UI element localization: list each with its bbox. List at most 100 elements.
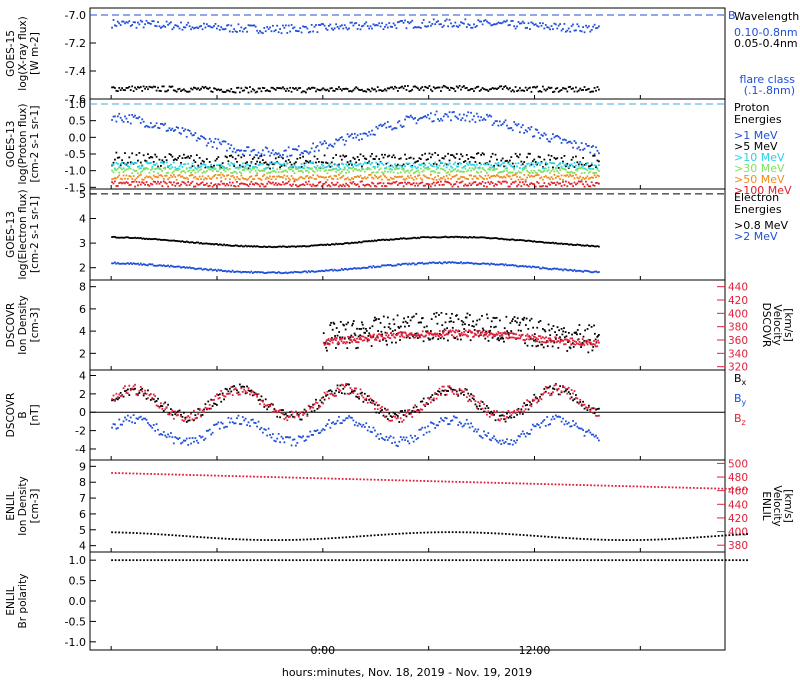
data-point [336,419,339,422]
data-point [323,270,326,273]
data-point [467,261,470,264]
data-point [300,245,303,248]
data-point [210,243,213,246]
data-point [243,183,246,185]
data-point [587,87,590,90]
data-point [520,126,523,129]
data-point [203,170,205,173]
data-point [338,173,340,176]
data-point [158,167,161,170]
data-point [577,164,580,167]
data-point [530,163,533,166]
data-point [174,184,177,187]
data-point [516,265,518,268]
data-point [220,389,223,392]
data-point [135,153,138,156]
data-point [363,176,366,179]
data-point [353,424,356,426]
data-point [373,158,376,160]
data-point [526,183,528,186]
data-point [444,180,447,183]
data-point [178,411,181,413]
data-point [340,392,343,395]
data-point [221,173,224,176]
data-point [503,238,506,241]
data-point [497,237,500,240]
data-point [144,238,146,240]
data-point [197,413,200,415]
data-point [279,245,281,248]
data-point [162,180,165,183]
data-point [428,21,431,24]
data-point [305,175,307,178]
data-point [338,163,340,166]
data-point [220,243,223,246]
data-point [325,424,327,427]
data-point [226,149,228,152]
data-point [200,25,203,27]
data-point [589,341,592,344]
data-point [508,171,511,174]
data-point [316,429,319,432]
data-point [529,336,532,339]
data-point [322,164,325,167]
data-point [394,156,396,159]
data-point [362,90,365,93]
data-point [487,339,490,342]
data-point [447,171,450,174]
data-point [440,262,442,264]
data-point [274,152,277,154]
data-point [550,162,553,165]
data-point [442,332,444,334]
data-point [421,400,424,403]
data-point [463,170,465,173]
data-point [544,267,547,270]
data-point [465,26,468,28]
data-point [378,318,380,320]
data-point [205,407,208,410]
data-point [557,163,560,166]
data-point [147,153,149,156]
data-point [474,26,477,28]
data-point [451,326,454,329]
data-point [553,388,556,391]
data-point [589,245,592,248]
data-point [224,184,227,187]
data-point [167,185,169,188]
data-point [287,180,290,183]
data-point [362,423,365,426]
data-point [205,242,208,245]
data-point [508,443,511,445]
data-point [170,129,172,131]
data-point [442,330,445,333]
data-point [287,271,290,274]
data-point [583,407,586,410]
data-point [296,179,299,181]
data-point [415,312,418,315]
data-point [244,86,247,89]
data-point [372,400,375,402]
data-point [340,136,343,138]
data-point [134,383,136,386]
data-point [286,32,289,34]
data-point [214,159,217,162]
data-point [112,19,115,21]
data-point [287,245,290,248]
data-point [218,166,221,169]
data-point [368,339,371,342]
data-point [493,237,495,240]
data-point [369,90,372,93]
data-point [432,18,435,21]
data-point [407,169,409,172]
data-point [481,236,484,239]
data-point [350,241,353,244]
data-point [283,26,286,29]
data-point [310,185,313,188]
data-point [238,164,241,167]
data-point [539,169,541,172]
data-point [334,336,336,339]
data-point [569,337,572,340]
data-point [596,26,599,29]
data-point [419,428,422,431]
data-point [251,183,254,185]
